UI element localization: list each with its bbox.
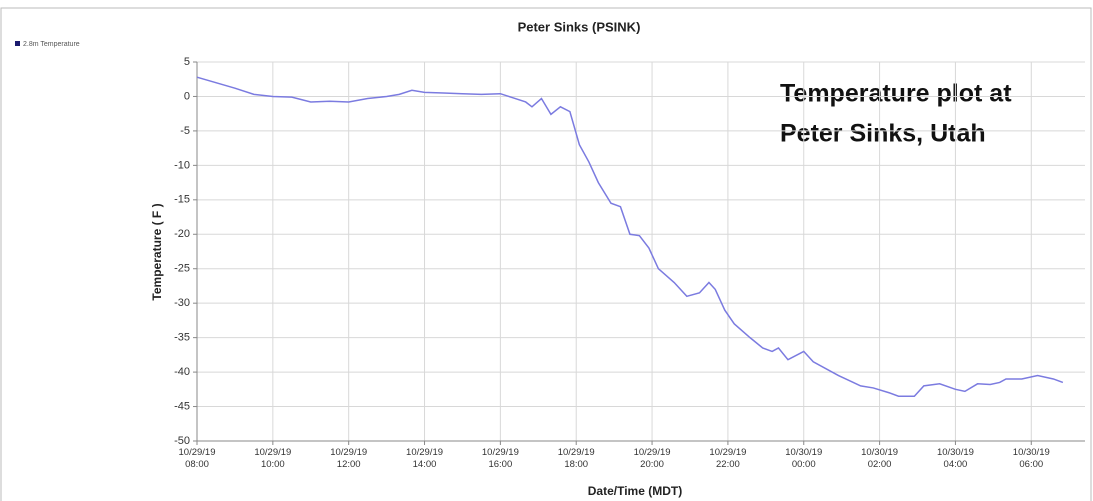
y-tick-label: -45 bbox=[174, 400, 190, 412]
x-tick-label-line: 00:00 bbox=[792, 459, 816, 470]
y-tick-label: 0 bbox=[184, 90, 190, 102]
x-tick-label-line: 14:00 bbox=[413, 459, 437, 470]
x-tick-label: 10/29/19 08:00 bbox=[179, 447, 216, 470]
x-tick-label-line: 12:00 bbox=[337, 459, 361, 470]
y-tick-label: -50 bbox=[174, 435, 190, 447]
x-tick-label-line: 10/29/19 bbox=[709, 447, 746, 458]
y-tick-label: -40 bbox=[174, 366, 190, 378]
y-tick-label: -30 bbox=[174, 297, 190, 309]
x-tick-label-line: 10/30/19 bbox=[937, 447, 974, 458]
x-tick-label: 10/29/19 20:00 bbox=[634, 447, 671, 470]
x-tick-label: 10/29/19 16:00 bbox=[482, 447, 519, 470]
x-tick-label: 10/30/19 02:00 bbox=[861, 447, 898, 470]
x-tick-label-line: 10/29/19 bbox=[179, 447, 216, 458]
x-tick-label-line: 22:00 bbox=[716, 459, 740, 470]
x-tick-label: 10/29/19 10:00 bbox=[254, 447, 291, 470]
x-tick-label-line: 10/29/19 bbox=[254, 447, 291, 458]
x-tick-label-line: 10/29/19 bbox=[330, 447, 367, 458]
x-tick-label-line: 10/29/19 bbox=[634, 447, 671, 458]
x-tick-label-line: 06:00 bbox=[1019, 459, 1043, 470]
x-tick-label-line: 20:00 bbox=[640, 459, 664, 470]
x-axis-label: Date/Time (MDT) bbox=[588, 484, 682, 498]
x-tick-label: 10/30/19 06:00 bbox=[1013, 447, 1050, 470]
chart-title: Peter Sinks (PSINK) bbox=[518, 19, 641, 34]
x-tick-label-line: 10/29/19 bbox=[406, 447, 443, 458]
x-tick-label: 10/30/19 00:00 bbox=[785, 447, 822, 470]
annotation: Peter Sinks, Utah bbox=[780, 120, 986, 148]
y-tick-label: -5 bbox=[180, 125, 190, 137]
y-tick-label: -15 bbox=[174, 194, 190, 206]
x-tick-label-line: 02:00 bbox=[868, 459, 892, 470]
panel bbox=[0, 7, 1092, 501]
annotation: Temperature plot at bbox=[780, 80, 1012, 108]
data-line bbox=[196, 76, 1064, 397]
legend-label: 2.8m Temperature bbox=[23, 41, 80, 48]
x-tick-label-line: 10/30/19 bbox=[1013, 447, 1050, 458]
x-tick-label-line: 16:00 bbox=[488, 459, 512, 470]
x-tick-label: 10/30/19 04:00 bbox=[937, 447, 974, 470]
x-tick-label-line: 10/30/19 bbox=[785, 447, 822, 458]
x-tick-label-line: 10/29/19 bbox=[482, 447, 519, 458]
x-tick-label: 10/29/19 14:00 bbox=[406, 447, 443, 470]
y-axis-label: Temperature ( F ) bbox=[150, 203, 164, 300]
x-tick-label-line: 10:00 bbox=[261, 459, 285, 470]
y-tick-label: 5 bbox=[184, 56, 190, 68]
x-tick-label-line: 08:00 bbox=[185, 459, 209, 470]
x-tick-label: 10/29/19 22:00 bbox=[709, 447, 746, 470]
y-tick-label: -35 bbox=[174, 332, 190, 344]
y-tick-label: -20 bbox=[174, 228, 190, 240]
y-tick-label: -25 bbox=[174, 263, 190, 275]
x-tick-label: 10/29/19 18:00 bbox=[558, 447, 595, 470]
x-tick-label-line: 04:00 bbox=[944, 459, 968, 470]
x-tick-label: 10/29/19 12:00 bbox=[330, 447, 367, 470]
x-tick-label-line: 18:00 bbox=[564, 459, 588, 470]
x-tick-label-line: 10/29/19 bbox=[558, 447, 595, 458]
y-tick-label: -10 bbox=[174, 159, 190, 171]
legend-swatch bbox=[15, 41, 20, 46]
x-tick-label-line: 10/30/19 bbox=[861, 447, 898, 458]
